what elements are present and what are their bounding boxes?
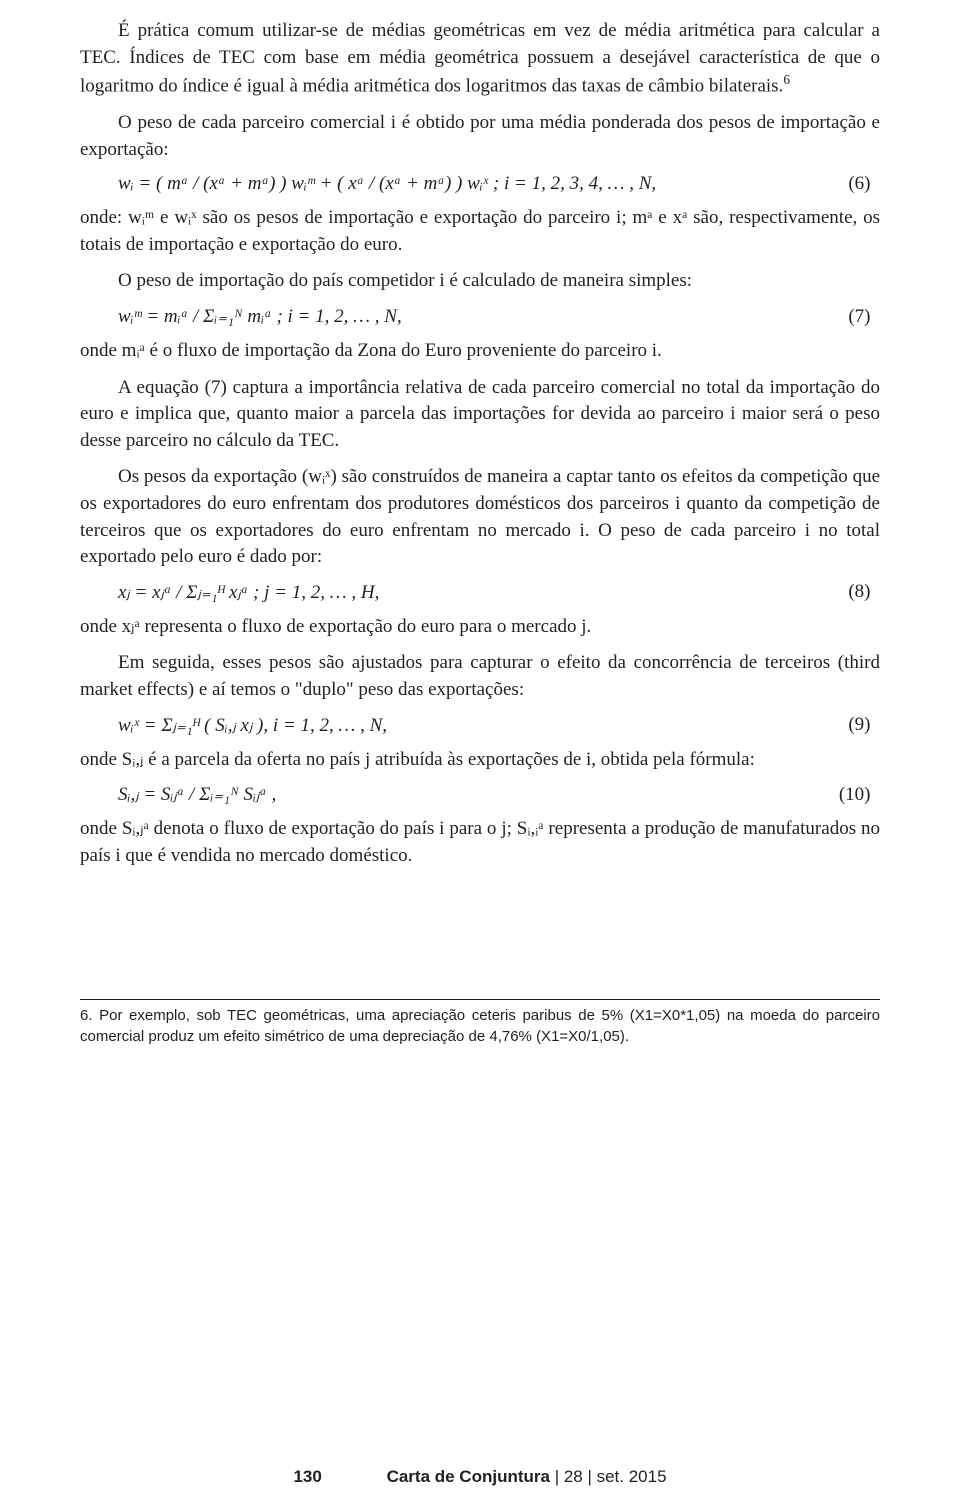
paragraph-where-mi: onde mᵢᵃ é o fluxo de importação da Zona… bbox=[80, 338, 880, 365]
equation-9: wᵢˣ = Σⱼ₌₁ᴴ ( Sᵢ,ⱼ xⱼ ), i = 1, 2, … , N… bbox=[80, 714, 387, 737]
paragraph-where-weights: onde: wᵢᵐ e wᵢˣ são os pesos de importaç… bbox=[80, 205, 880, 258]
paragraph-export-weights: Os pesos da exportação (wᵢˣ) são constru… bbox=[80, 464, 880, 570]
publication-title: Carta de Conjuntura bbox=[387, 1467, 550, 1486]
page: É prática comum utilizar-se de médias ge… bbox=[0, 0, 960, 1511]
equation-9-number: (9) bbox=[848, 714, 880, 736]
equation-10-row: Sᵢ,ⱼ = Sᵢⱼᵃ / Σᵢ₌₁ᴺ Sᵢⱼᵃ , (10) bbox=[80, 783, 880, 806]
paragraph-intro: É prática comum utilizar-se de médias ge… bbox=[80, 18, 880, 100]
equation-6-number: (6) bbox=[848, 173, 880, 195]
footnote-separator bbox=[80, 999, 880, 1000]
equation-10-number: (10) bbox=[839, 784, 880, 806]
paragraph-eq7-meaning: A equação (7) captura a importância rela… bbox=[80, 375, 880, 455]
paragraph-third-market: Em seguida, esses pesos são ajustados pa… bbox=[80, 650, 880, 703]
equation-8: xⱼ = xⱼᵃ / Σⱼ₌₁ᴴ xⱼᵃ ; j = 1, 2, … , H, bbox=[80, 581, 379, 604]
equation-8-row: xⱼ = xⱼᵃ / Σⱼ₌₁ᴴ xⱼᵃ ; j = 1, 2, … , H, … bbox=[80, 581, 880, 604]
para3a: onde: wᵢᵐ e wᵢˣ são os pesos de importaç… bbox=[80, 207, 687, 228]
paragraph-where-xj: onde xⱼᵃ representa o fluxo de exportaçã… bbox=[80, 614, 880, 641]
footnote-marker-6: 6 bbox=[783, 72, 790, 87]
equation-10: Sᵢ,ⱼ = Sᵢⱼᵃ / Σᵢ₌₁ᴺ Sᵢⱼᵃ , bbox=[80, 783, 276, 806]
equation-9-row: wᵢˣ = Σⱼ₌₁ᴴ ( Sᵢ,ⱼ xⱼ ), i = 1, 2, … , N… bbox=[80, 714, 880, 737]
paragraph-weight-intro: O peso de cada parceiro comercial i é ob… bbox=[80, 110, 880, 163]
equation-6: wᵢ = ( mᵃ / (xᵃ + mᵃ) ) wᵢᵐ + ( xᵃ / (xᵃ… bbox=[80, 173, 656, 195]
page-number: 130 bbox=[293, 1467, 321, 1486]
page-footer: 130 Carta de Conjuntura | 28 | set. 2015 bbox=[0, 1467, 960, 1487]
paragraph-where-sij: onde Sᵢ,ⱼ é a parcela da oferta no país … bbox=[80, 747, 880, 774]
equation-6-row: wᵢ = ( mᵃ / (xᵃ + mᵃ) ) wᵢᵐ + ( xᵃ / (xᵃ… bbox=[80, 173, 880, 195]
paragraph-where-sij-flux: onde Sᵢ,ⱼᵃ denota o fluxo de exportação … bbox=[80, 816, 880, 869]
publication-issue: | 28 | set. 2015 bbox=[550, 1467, 667, 1486]
equation-7-row: wᵢᵐ = mᵢᵃ / Σᵢ₌₁ᴺ mᵢᵃ ; i = 1, 2, … , N,… bbox=[80, 305, 880, 328]
footnote-6: 6. Por exemplo, sob TEC geométricas, uma… bbox=[80, 1006, 880, 1047]
paragraph-import-weight: O peso de importação do país competidor … bbox=[80, 268, 880, 295]
equation-7-number: (7) bbox=[848, 306, 880, 328]
para1-text: É prática comum utilizar-se de médias ge… bbox=[80, 20, 880, 97]
equation-7: wᵢᵐ = mᵢᵃ / Σᵢ₌₁ᴺ mᵢᵃ ; i = 1, 2, … , N, bbox=[80, 305, 402, 328]
equation-8-number: (8) bbox=[848, 581, 880, 603]
